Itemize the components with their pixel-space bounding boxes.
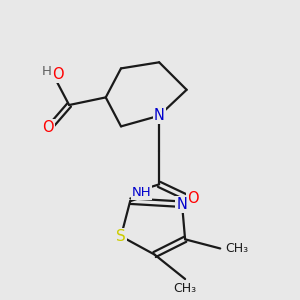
Text: CH₃: CH₃: [225, 242, 248, 255]
Text: O: O: [42, 120, 54, 135]
Text: H: H: [42, 65, 52, 78]
Text: O: O: [52, 67, 63, 82]
Text: N: N: [154, 108, 165, 123]
Text: N: N: [177, 197, 188, 212]
Text: CH₃: CH₃: [173, 282, 197, 295]
Text: S: S: [116, 229, 126, 244]
Text: O: O: [187, 190, 199, 206]
Text: NH: NH: [132, 186, 152, 199]
